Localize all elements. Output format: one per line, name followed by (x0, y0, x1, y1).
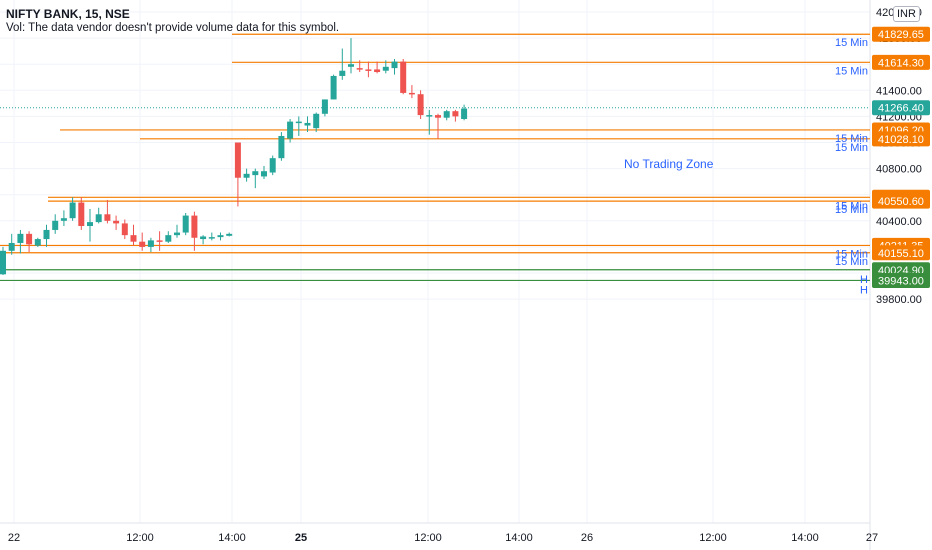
candle-body (426, 115, 433, 117)
candle-body (234, 142, 241, 178)
candle-body (461, 108, 468, 120)
volume-note: Vol: The data vendor doesn't provide vol… (6, 22, 340, 34)
price-tick-label: 40400.00 (876, 216, 922, 228)
candle-body (374, 69, 381, 73)
time-axis-label: 12:00 (126, 532, 154, 544)
candle-body (78, 202, 85, 227)
candle-body (34, 239, 41, 246)
candle-body (104, 214, 111, 221)
currency-badge[interactable]: INR (893, 6, 920, 22)
candle-body (278, 135, 285, 159)
candle-body (391, 61, 398, 69)
level-note-label: 15 Min (835, 65, 868, 77)
candle-body (243, 173, 250, 178)
time-axis-label: 14:00 (218, 532, 246, 544)
candle-body (69, 202, 76, 219)
level-note-label: 15 Min (835, 256, 868, 268)
price-tick-label: 41400.00 (876, 85, 922, 97)
candle-body (408, 92, 415, 95)
time-axis-label: 12:00 (699, 532, 727, 544)
time-axis-label: 22 (8, 532, 20, 544)
candle-body (165, 235, 172, 242)
candle-body (356, 68, 363, 70)
level-price-tag-bg (872, 193, 930, 209)
candle-body (330, 75, 337, 100)
candle-body (156, 240, 163, 242)
time-axis-label: 12:00 (414, 532, 442, 544)
candle-body (174, 232, 180, 236)
candle-body (304, 122, 311, 126)
candle-body (443, 111, 450, 118)
level-price-tag-bg (872, 245, 930, 261)
candle-body (435, 115, 441, 118)
price-tick-label: 40800.00 (876, 164, 922, 176)
last-price-tag: 41266.40 (878, 103, 924, 115)
candle-body (17, 233, 24, 243)
time-axis-label: 14:00 (791, 532, 819, 544)
price-tick-label: 39800.00 (876, 294, 922, 306)
level-note-label: 15 Min (835, 142, 868, 154)
symbol-title[interactable]: NIFTY BANK, 15, NSE (6, 7, 130, 21)
candle-body (226, 233, 233, 236)
candle-body (208, 237, 215, 239)
candle-body (139, 241, 146, 247)
candle-body (452, 111, 459, 117)
level-price-tag: 41028.10 (878, 134, 924, 146)
level-price-tag-bg (872, 26, 930, 42)
annotation-text: No Trading Zone (624, 157, 714, 171)
candle-body (121, 223, 128, 236)
level-note-label: H (860, 274, 868, 286)
level-note-label: H (860, 284, 868, 296)
level-price-tag: 41829.65 (878, 29, 924, 41)
candle-body (200, 236, 207, 240)
candle-body (313, 113, 320, 129)
level-note-label: 15 Min (835, 37, 868, 49)
level-price-tag-bg (872, 131, 930, 147)
candle-body (287, 121, 294, 139)
candle-body (60, 218, 67, 221)
candle-body (130, 235, 137, 242)
time-axis-label: 25 (295, 532, 307, 544)
level-price-tag-bg (872, 272, 930, 288)
level-note-label: 15 Min (835, 204, 868, 216)
level-note-label: 15 Min (835, 200, 868, 212)
candle-body (95, 214, 102, 223)
candle-body (269, 158, 276, 173)
candle-body (382, 66, 389, 71)
candle-body (147, 240, 154, 247)
level-price-tag: 40155.10 (878, 248, 924, 260)
candle-body (52, 220, 59, 230)
last-price-tag-bg (872, 100, 930, 116)
level-price-tag-bg (872, 54, 930, 70)
candle-body (217, 235, 224, 238)
level-price-tag: 41614.30 (878, 57, 924, 69)
candle-body (321, 99, 328, 114)
candle-body (365, 69, 372, 71)
candle-body (417, 94, 424, 116)
time-axis-label: 27 (866, 532, 878, 544)
candle-body (295, 121, 302, 124)
candle-body (400, 61, 407, 93)
candle-body (348, 64, 354, 67)
time-axis-label: 26 (581, 532, 593, 544)
candle-body (43, 229, 50, 240)
level-note-label: 15 Min (835, 248, 868, 260)
candle-body (87, 222, 93, 227)
candle-body (339, 70, 346, 76)
candle-body (191, 215, 198, 238)
candle-body (8, 242, 15, 251)
candle-body (182, 215, 189, 233)
level-price-tag: 40550.60 (878, 196, 924, 208)
level-price-tag: 39943.00 (878, 275, 924, 287)
candle-body (26, 233, 33, 245)
level-note-label: 15 Min (835, 133, 868, 145)
candle-body (261, 171, 267, 177)
candle-body (0, 250, 6, 275)
candle-body (252, 171, 259, 176)
candle-body (113, 220, 120, 224)
time-axis-label: 14:00 (505, 532, 533, 544)
